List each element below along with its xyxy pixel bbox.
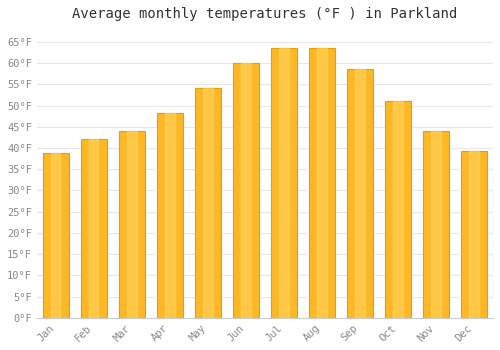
Bar: [156, 113, 183, 318]
Bar: [194, 88, 221, 318]
Bar: [242, 63, 250, 318]
Bar: [89, 139, 99, 318]
Bar: [118, 131, 145, 318]
Bar: [308, 48, 336, 318]
Bar: [318, 48, 326, 318]
Bar: [280, 48, 288, 318]
Bar: [346, 69, 374, 318]
Bar: [51, 153, 60, 318]
Bar: [394, 101, 402, 318]
Bar: [432, 131, 440, 318]
Bar: [165, 113, 174, 318]
Bar: [203, 88, 212, 318]
Bar: [80, 139, 107, 318]
Bar: [460, 151, 487, 318]
Bar: [42, 153, 69, 318]
Bar: [422, 131, 450, 318]
Bar: [127, 131, 136, 318]
Title: Average monthly temperatures (°F ) in Parkland: Average monthly temperatures (°F ) in Pa…: [72, 7, 458, 21]
Bar: [384, 101, 411, 318]
Bar: [270, 48, 297, 318]
Bar: [470, 151, 478, 318]
Bar: [232, 63, 259, 318]
Bar: [356, 69, 364, 318]
